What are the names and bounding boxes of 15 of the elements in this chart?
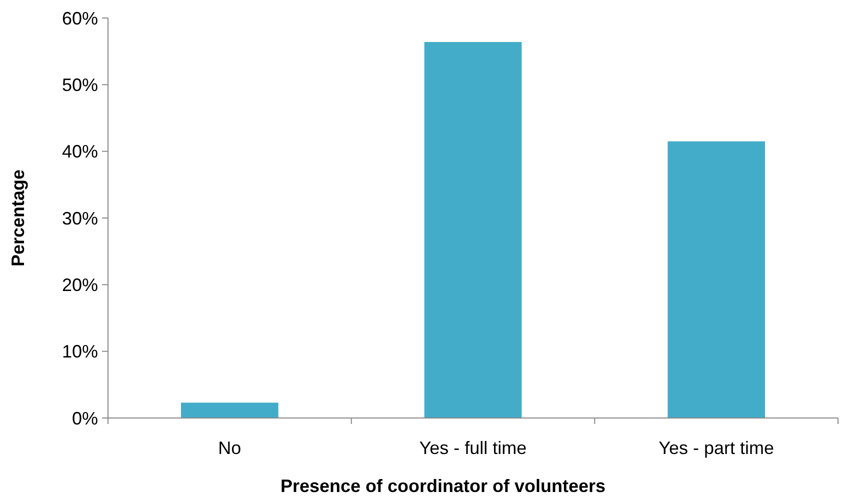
y-tick-label: 50%: [62, 74, 98, 95]
bar: [181, 402, 278, 418]
x-tick-label: Yes - part time: [658, 438, 774, 458]
y-tick-label: 10%: [62, 342, 98, 362]
x-axis-title: Presence of coordinator of volunteers: [280, 476, 606, 496]
y-tick-label: 60%: [62, 8, 98, 28]
y-tick-label: 40%: [62, 142, 98, 162]
bar: [668, 141, 765, 418]
y-tick-label: 20%: [62, 274, 98, 295]
x-tick-label: Yes - full time: [419, 438, 527, 458]
y-tick-label: 30%: [62, 208, 98, 228]
x-tick-label: No: [218, 438, 242, 458]
y-tick-label: 0%: [72, 408, 98, 428]
y-axis-title: Percentage: [8, 169, 28, 267]
bar: [424, 42, 522, 418]
